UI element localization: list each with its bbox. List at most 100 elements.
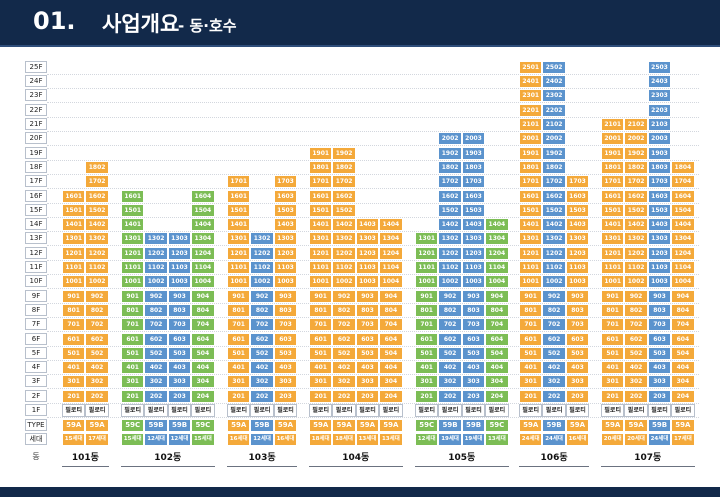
unit-cell: 1302 <box>438 232 462 246</box>
unit-type-cell: 59B <box>647 419 672 432</box>
unit-cell: 1302 <box>542 232 566 246</box>
unit-cell: 801 <box>601 303 625 317</box>
unit-cell: 301 <box>227 375 251 389</box>
unit-cell: 604 <box>191 332 215 346</box>
building-underline <box>519 466 590 467</box>
unit-cell: 1103 <box>461 261 486 274</box>
header-divider <box>0 45 720 47</box>
unit-cell: 1203 <box>461 246 486 260</box>
unit-cell: 901 <box>601 289 625 303</box>
unit-cell: 1404 <box>485 218 509 232</box>
unit-cell: 1501 <box>227 203 251 217</box>
unit-type-cell: 59A <box>309 419 333 432</box>
unit-cell: 1301 <box>519 232 543 246</box>
unit-cell: 1504 <box>191 203 215 217</box>
unit-cell: 1103 <box>167 261 192 274</box>
floor-label: 10F <box>25 275 47 288</box>
unit-cell: 1302 <box>332 232 356 246</box>
building-name: 106동 <box>540 453 568 463</box>
unit-cell: 1102 <box>85 261 109 274</box>
unit-cell: 2201 <box>519 103 543 117</box>
unit-cell: 1602 <box>332 189 356 203</box>
unit-cell: 1401 <box>601 218 625 232</box>
unit-cell: 902 <box>438 289 462 303</box>
unit-cell: 301 <box>309 375 333 389</box>
unit-cell: 1801 <box>601 160 625 174</box>
floor-label: 3F <box>25 375 47 388</box>
unit-cell: 602 <box>332 332 356 346</box>
unit-cell: 1803 <box>461 160 486 174</box>
household-count-cell: 15세대 <box>121 433 145 446</box>
unit-cell: 1701 <box>309 175 333 189</box>
unit-cell: 602 <box>144 332 168 346</box>
unit-cell: 801 <box>519 303 543 317</box>
unit-cell: 403 <box>355 361 380 375</box>
unit-cell: 902 <box>332 289 356 303</box>
pilotis-cell: 필로티 <box>144 404 168 417</box>
unit-cell: 702 <box>624 318 648 332</box>
unit-cell: 2302 <box>542 89 566 103</box>
floor-gridline <box>47 245 699 247</box>
floor-label: 17F <box>25 175 47 188</box>
unit-cell: 702 <box>438 318 462 332</box>
household-count-cell: 18세대 <box>309 433 333 446</box>
unit-cell: 1502 <box>438 203 462 217</box>
unit-cell: 904 <box>485 289 509 303</box>
unit-cell: 1001 <box>519 275 543 289</box>
unit-cell: 1702 <box>624 175 648 189</box>
unit-cell: 1004 <box>671 275 695 289</box>
unit-cell: 1604 <box>671 189 695 203</box>
floor-gridline <box>47 188 699 190</box>
unit-type-cell: 59A <box>62 419 86 432</box>
unit-cell: 402 <box>624 361 648 375</box>
unit-cell: 1101 <box>601 261 625 274</box>
unit-cell: 702 <box>332 318 356 332</box>
unit-cell: 1804 <box>671 160 695 174</box>
floor-label: 20F <box>25 132 47 145</box>
unit-cell: 603 <box>273 332 298 346</box>
unit-cell: 201 <box>415 389 439 403</box>
unit-cell: 1702 <box>85 175 109 189</box>
unit-cell: 504 <box>191 346 215 360</box>
unit-cell: 701 <box>121 318 145 332</box>
unit-cell: 701 <box>519 318 543 332</box>
unit-cell: 1802 <box>624 160 648 174</box>
floor-gridline <box>47 331 699 333</box>
unit-cell: 1703 <box>273 175 298 189</box>
footer-bar <box>0 487 720 497</box>
unit-cell: 1001 <box>601 275 625 289</box>
unit-cell: 1304 <box>191 232 215 246</box>
unit-cell: 602 <box>542 332 566 346</box>
unit-cell: 802 <box>144 303 168 317</box>
unit-cell: 601 <box>601 332 625 346</box>
unit-cell: 902 <box>542 289 566 303</box>
unit-cell: 501 <box>121 346 145 360</box>
unit-cell: 903 <box>647 289 672 303</box>
unit-cell: 402 <box>332 361 356 375</box>
unit-cell: 503 <box>461 346 486 360</box>
floor-gridline <box>47 259 699 261</box>
unit-cell: 301 <box>415 375 439 389</box>
unit-cell: 903 <box>565 289 590 303</box>
unit-cell: 502 <box>332 346 356 360</box>
unit-cell: 401 <box>601 361 625 375</box>
unit-cell: 1104 <box>379 261 403 274</box>
unit-cell: 703 <box>647 318 672 332</box>
unit-cell: 202 <box>250 389 274 403</box>
unit-cell: 1303 <box>167 232 192 246</box>
unit-cell: 703 <box>355 318 380 332</box>
unit-cell: 801 <box>62 303 86 317</box>
building-name: 101동 <box>71 453 99 463</box>
pilotis-cell: 필로티 <box>601 404 625 417</box>
unit-cell: 1103 <box>565 261 590 274</box>
building-name: 102동 <box>154 453 182 463</box>
unit-cell: 1903 <box>461 146 486 160</box>
unit-cell: 402 <box>144 361 168 375</box>
unit-cell: 1101 <box>309 261 333 274</box>
unit-cell: 1202 <box>332 246 356 260</box>
unit-cell: 1403 <box>647 218 672 232</box>
unit-cell: 1501 <box>121 203 145 217</box>
unit-type-cell: 59A <box>332 419 356 432</box>
unit-cell: 1102 <box>250 261 274 274</box>
building-underline <box>121 466 215 467</box>
